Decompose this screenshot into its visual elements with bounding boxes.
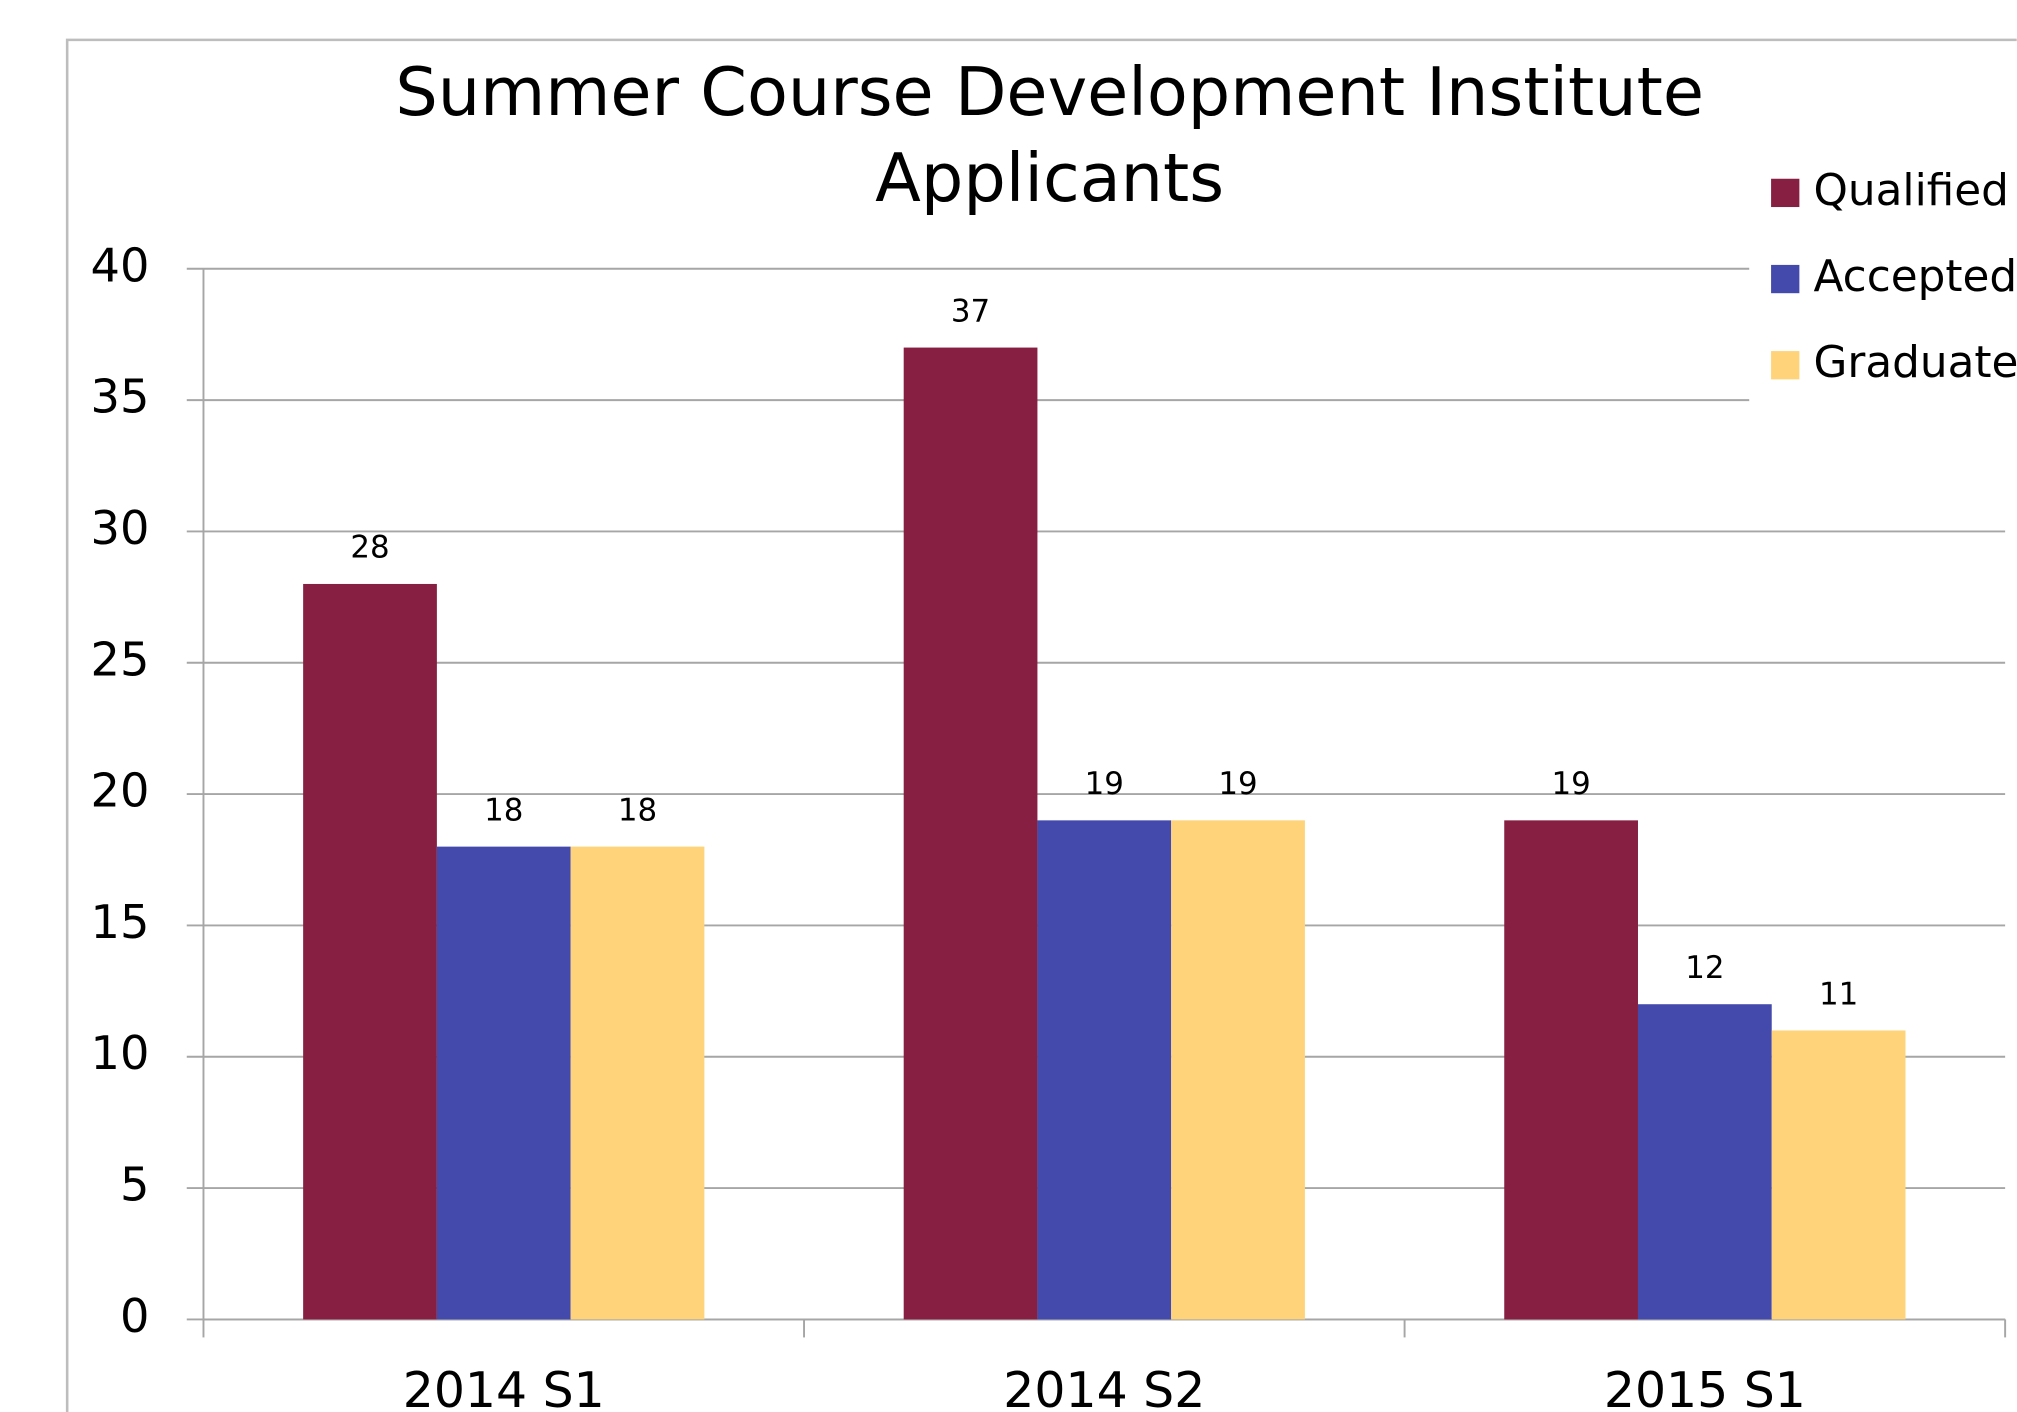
x-tick-label: 2014 S2 [1003, 1362, 1205, 1412]
data-label: 28 [350, 530, 389, 566]
x-tick-label: 2015 S1 [1604, 1362, 1806, 1412]
bar [303, 583, 437, 1320]
data-label: 12 [1685, 950, 1724, 986]
y-tick-label: 5 [120, 1158, 149, 1212]
y-tick-label: 10 [91, 1026, 150, 1080]
legend-swatch [1771, 178, 1800, 208]
legend-swatch [1771, 264, 1800, 294]
y-tick-label: 40 [91, 238, 150, 292]
chart-title: Summer Course Development Institute [395, 53, 1704, 131]
legend-label: Accepted [1814, 251, 2017, 302]
data-label: 18 [618, 792, 657, 828]
bar [436, 846, 571, 1320]
chart-title: Applicants [875, 139, 1224, 217]
data-label: 19 [1551, 766, 1590, 802]
y-tick-label: 0 [120, 1289, 149, 1343]
bar [1637, 1004, 1772, 1320]
y-tick-label: 25 [91, 632, 150, 686]
y-tick-label: 15 [91, 895, 150, 949]
legend-label: Qualified [1814, 165, 2009, 216]
data-label: 11 [1819, 976, 1858, 1012]
data-label: 19 [1218, 766, 1257, 802]
bar [1037, 820, 1172, 1320]
data-label: 19 [1085, 766, 1124, 802]
bar [570, 846, 705, 1320]
data-label: 37 [951, 293, 990, 329]
y-tick-label: 20 [91, 764, 150, 818]
chart-frame [65, 38, 2017, 1412]
bar [1771, 1030, 1906, 1320]
bar [1171, 820, 1305, 1320]
bar [903, 347, 1038, 1320]
bar [1504, 820, 1638, 1320]
x-tick-label: 2014 S1 [403, 1362, 605, 1412]
data-label: 18 [484, 792, 523, 828]
y-tick-label: 35 [91, 370, 150, 424]
legend-swatch [1771, 351, 1800, 380]
y-tick-label: 30 [91, 501, 150, 555]
legend-label: Graduate [1814, 337, 2017, 388]
